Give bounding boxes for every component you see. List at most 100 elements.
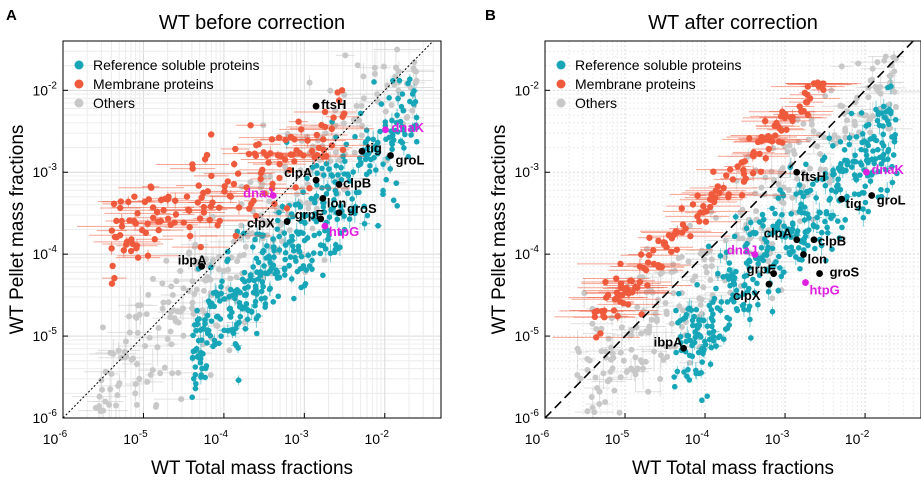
- soluble-point: [255, 259, 262, 266]
- soluble-point: [320, 272, 326, 279]
- soluble-point: [300, 189, 306, 195]
- membrane-point: [291, 136, 298, 143]
- other-point: [600, 370, 607, 377]
- soluble-point: [298, 284, 304, 291]
- soluble-point: [824, 224, 830, 231]
- legend-label: Reference soluble proteins: [93, 57, 260, 73]
- membrane-point: [673, 246, 681, 253]
- soluble-point: [735, 293, 742, 300]
- x-tick-label: 10-4: [685, 429, 710, 447]
- membrane-point: [820, 86, 827, 94]
- soluble-point: [363, 127, 370, 133]
- soluble-point: [270, 244, 277, 251]
- soluble-point: [724, 299, 731, 305]
- plot-area: [63, 41, 441, 418]
- soluble-point: [884, 187, 891, 194]
- soluble-point: [328, 206, 335, 213]
- membrane-point: [216, 217, 223, 225]
- soluble-point: [337, 203, 344, 209]
- other-point: [277, 222, 284, 229]
- label-tig: tig: [846, 196, 862, 211]
- soluble-point: [747, 219, 754, 226]
- other-point: [189, 299, 196, 306]
- soluble-point: [341, 158, 348, 165]
- soluble-point: [258, 295, 265, 302]
- soluble-point: [236, 299, 243, 306]
- soluble-point: [772, 228, 779, 234]
- soluble-point: [840, 168, 846, 175]
- membrane-point: [706, 195, 714, 203]
- soluble-point: [204, 312, 211, 319]
- membrane-point: [645, 251, 653, 259]
- membrane-point: [252, 212, 260, 220]
- label-lon: lon: [327, 195, 347, 210]
- label-ibpA: ibpA: [654, 334, 683, 349]
- other-point: [865, 94, 872, 101]
- membrane-point: [243, 184, 250, 191]
- membrane-point: [224, 178, 232, 185]
- membrane-point: [729, 176, 737, 183]
- membrane-point: [108, 245, 115, 252]
- x-tick-base: 10: [525, 431, 541, 447]
- labeled-point-ibpA: [680, 344, 688, 352]
- other-point: [800, 169, 807, 176]
- membrane-point: [779, 108, 786, 115]
- soluble-point: [722, 326, 729, 332]
- soluble-point: [366, 150, 372, 156]
- soluble-point: [889, 163, 895, 170]
- y-tick-exp: -5: [530, 326, 539, 337]
- soluble-point: [775, 253, 782, 260]
- soluble-point: [253, 286, 259, 292]
- other-point: [102, 368, 109, 375]
- soluble-point: [804, 228, 811, 235]
- soluble-point: [288, 211, 295, 217]
- x-tick-label: 10-5: [123, 429, 148, 447]
- other-point: [122, 354, 129, 361]
- soluble-point: [865, 208, 872, 215]
- membrane-point: [286, 166, 293, 174]
- soluble-point: [706, 302, 713, 309]
- soluble-point: [227, 313, 233, 319]
- other-point: [794, 175, 801, 182]
- x-tick-label: 10-3: [765, 429, 790, 447]
- soluble-point: [837, 139, 844, 145]
- soluble-point: [757, 255, 763, 262]
- membrane-point: [311, 153, 318, 161]
- other-point: [638, 330, 645, 337]
- other-point: [678, 253, 685, 260]
- soluble-point: [886, 121, 892, 128]
- soluble-point: [770, 223, 776, 230]
- soluble-point: [413, 114, 420, 121]
- other-point: [584, 408, 591, 415]
- membrane-point: [321, 108, 329, 116]
- x-tick-exp: -6: [58, 429, 67, 440]
- soluble-point: [841, 147, 848, 153]
- other-point: [150, 275, 157, 282]
- soluble-point: [367, 162, 373, 169]
- label-ftsH: ftsH: [321, 97, 346, 112]
- membrane-point: [195, 182, 202, 189]
- membrane-point: [250, 197, 257, 204]
- soluble-point: [889, 179, 896, 186]
- soluble-point: [389, 117, 395, 124]
- soluble-point: [756, 272, 763, 279]
- membrane-point: [209, 199, 216, 206]
- soluble-point: [352, 210, 358, 217]
- membrane-point: [658, 263, 666, 271]
- soluble-point: [371, 154, 377, 161]
- membrane-point: [600, 312, 607, 320]
- soluble-point: [764, 247, 770, 254]
- soluble-point: [831, 171, 837, 177]
- other-point: [193, 261, 200, 268]
- membrane-point: [650, 247, 657, 254]
- other-point: [806, 165, 813, 172]
- soluble-point: [676, 290, 682, 297]
- other-point: [762, 174, 769, 181]
- soluble-point: [803, 161, 809, 168]
- other-point: [618, 324, 625, 331]
- other-point: [657, 352, 664, 359]
- soluble-point: [741, 282, 747, 289]
- soluble-point: [286, 239, 293, 245]
- other-point: [168, 309, 175, 316]
- other-point: [609, 350, 616, 357]
